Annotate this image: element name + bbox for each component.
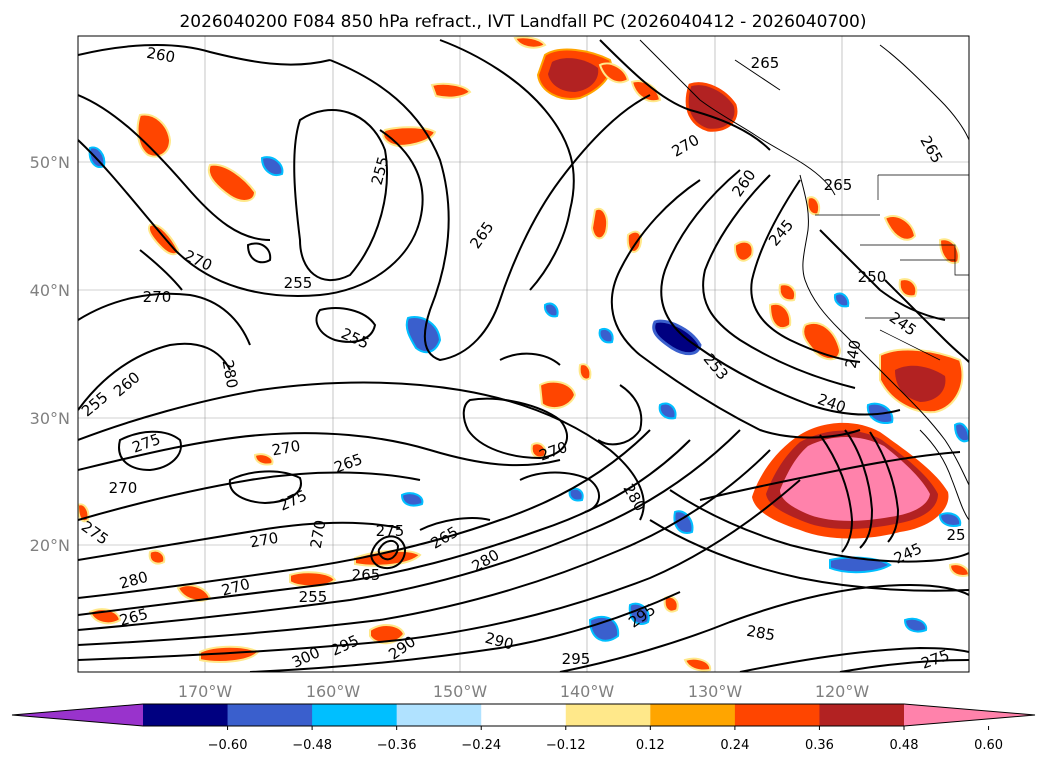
colorbar: −0.60 −0.48 −0.36 −0.24 −0.12 0.12 0.24 0.36 0.4… — [11, 703, 1036, 753]
colorbar-swatch — [819, 704, 905, 726]
colorbar-tick-label: −0.36 — [377, 738, 417, 753]
colorbar-tick-label: 0.48 — [890, 738, 919, 753]
contour-label: 265 — [352, 566, 381, 584]
colorbar-swatch — [143, 704, 229, 726]
lon-tick-label: 170°W — [178, 682, 233, 701]
political-boundaries — [815, 174, 969, 361]
latitude-tick-labels: 50°N 40°N 30°N 20°N — [30, 153, 70, 555]
colorbar-swatch — [312, 704, 398, 726]
contour-label: 270 — [270, 437, 301, 460]
contour-label: 260 — [145, 44, 176, 67]
longitude-tick-labels: 170°W 160°W 150°W 140°W 130°W 120°W — [178, 682, 870, 701]
map-panel: 260 265 255 270 270 255 255 265 270 260 … — [77, 35, 970, 673]
lat-tick-label: 50°N — [30, 153, 70, 172]
contour-label: 275 — [376, 522, 405, 540]
contour-label: 25 — [946, 526, 965, 544]
ivt-pc-positive-patches — [78, 36, 969, 672]
colorbar-swatch — [734, 704, 820, 726]
lon-tick-label: 120°W — [815, 682, 870, 701]
colorbar-extend-max — [904, 704, 1035, 726]
contour-label: 270 — [143, 288, 172, 306]
lon-tick-label: 160°W — [306, 682, 361, 701]
contour-label: 250 — [858, 268, 887, 286]
colorbar-swatch — [227, 704, 313, 726]
colorbar-extend-min — [12, 704, 143, 726]
contour-label: 265 — [824, 176, 853, 194]
colorbar-swatch — [396, 704, 482, 726]
colorbar-outline — [11, 703, 1036, 727]
colorbar-tick-label: 0.24 — [720, 738, 749, 753]
lon-tick-label: 130°W — [688, 682, 743, 701]
contour-label: 295 — [562, 650, 591, 668]
colorbar-tick-label: 0.36 — [805, 738, 834, 753]
colorbar-ticks: −0.60 −0.48 −0.36 −0.24 −0.12 0.12 0.24 0.36 0.4… — [208, 726, 1003, 753]
contour-label: 285 — [745, 622, 776, 645]
colorbar-swatches — [12, 704, 1035, 726]
contour-label: 270 — [248, 529, 279, 552]
contour-label: 240 — [842, 338, 865, 369]
lat-tick-label: 20°N — [30, 536, 70, 555]
colorbar-tick-label: −0.24 — [461, 738, 501, 753]
lat-tick-label: 30°N — [30, 409, 70, 428]
lon-tick-label: 140°W — [560, 682, 615, 701]
contour-label: 270 — [307, 518, 330, 549]
lon-tick-label: 150°W — [433, 682, 488, 701]
colorbar-tick-label: −0.48 — [292, 738, 332, 753]
colorbar-tick-label: −0.60 — [208, 738, 248, 753]
contour-label: 270 — [109, 479, 138, 497]
coastlines — [639, 39, 969, 521]
refractivity-contours — [78, 39, 969, 672]
colorbar-swatch — [650, 704, 736, 726]
colorbar-swatch — [481, 704, 567, 726]
colorbar-swatch — [565, 704, 651, 726]
contour-label: 280 — [219, 358, 242, 389]
figure-title: 2026040200 F084 850 hPa refract., IVT La… — [179, 12, 866, 32]
contour-label: 255 — [284, 274, 313, 292]
contour-label: 255 — [299, 588, 328, 606]
ivt-pc-positive-large-region — [752, 422, 949, 539]
colorbar-tick-label: −0.12 — [546, 738, 586, 753]
contour-label: 265 — [751, 54, 780, 72]
lat-tick-label: 40°N — [30, 281, 70, 300]
colorbar-tick-label: 0.60 — [974, 738, 1003, 753]
colorbar-tick-label: 0.12 — [636, 738, 665, 753]
